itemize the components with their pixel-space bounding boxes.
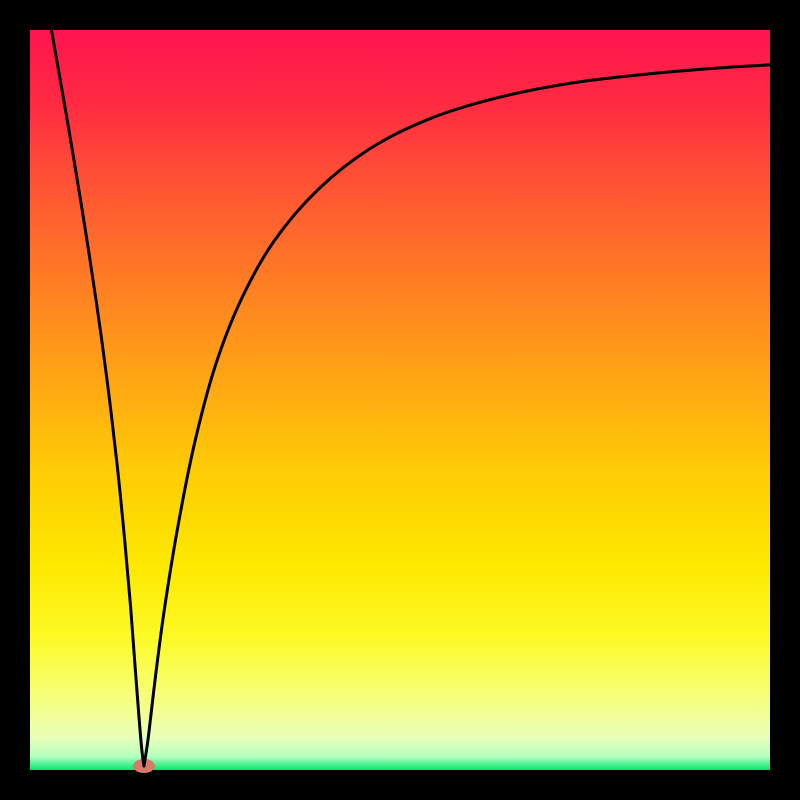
frame-border	[0, 0, 800, 30]
chart-frame: TheBottleneck.com	[0, 0, 800, 800]
frame-border	[770, 0, 800, 800]
plot-area	[0, 0, 800, 800]
frame-border	[0, 0, 30, 800]
chart-svg	[0, 0, 800, 800]
frame-border	[0, 770, 800, 800]
gradient-background	[30, 30, 770, 770]
